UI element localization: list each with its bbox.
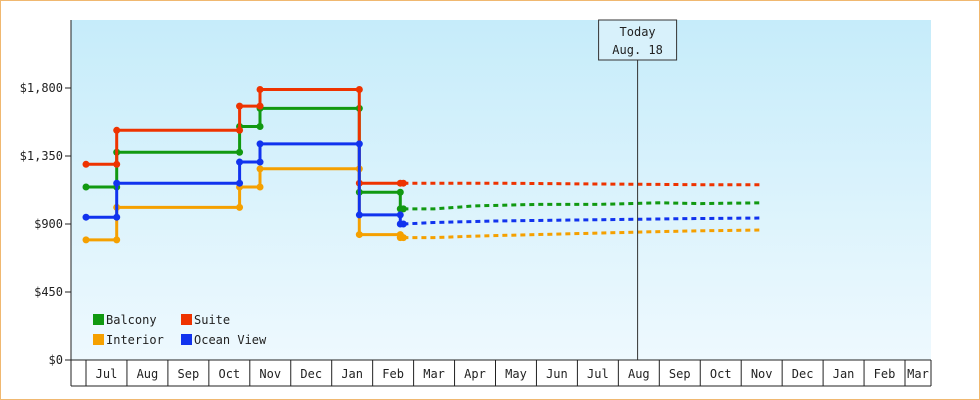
data-point: [113, 236, 121, 244]
x-tick-label: Feb: [382, 367, 404, 381]
data-point: [236, 179, 244, 187]
data-point: [399, 234, 407, 242]
x-tick-label: Mar: [907, 367, 929, 381]
data-point: [355, 86, 363, 94]
x-tick-label: Mar: [423, 367, 445, 381]
x-tick-label: Jan: [341, 367, 363, 381]
data-point: [256, 102, 264, 110]
data-point: [399, 179, 407, 187]
legend: Balcony Suite Interior Ocean View: [93, 313, 267, 347]
legend-item: Interior: [93, 333, 164, 347]
data-point: [113, 179, 121, 187]
x-tick-label: Oct: [710, 367, 732, 381]
series-suite: [82, 86, 762, 187]
data-point: [396, 211, 404, 219]
x-tick-label: Apr: [464, 367, 486, 381]
series-ocean-view: [82, 140, 762, 228]
series-forecast-line: [403, 228, 762, 240]
data-point: [399, 205, 407, 213]
x-tick-label: Aug: [137, 367, 159, 381]
data-point: [113, 126, 121, 134]
data-point: [236, 102, 244, 110]
data-point: [236, 158, 244, 166]
y-tick-label: $450: [34, 285, 63, 299]
data-point: [256, 86, 264, 94]
data-point: [236, 203, 244, 211]
legend-label: Suite: [194, 313, 230, 327]
data-point: [256, 158, 264, 166]
x-tick-label: Nov: [259, 367, 281, 381]
y-axis: $0 $450 $900 $1,350 $1,800: [20, 20, 72, 386]
y-tick-label: $900: [34, 217, 63, 231]
data-point: [82, 213, 90, 221]
data-point: [355, 211, 363, 219]
series-forecast-line: [403, 216, 762, 226]
plot-background: [71, 20, 931, 360]
x-tick-label: Jul: [587, 367, 609, 381]
x-tick-label: May: [505, 367, 527, 381]
x-tick-label: Sep: [669, 367, 691, 381]
x-axis: Jul Aug Sep Oct Nov Dec Jan Feb Mar Apr May Jun Jul A…: [71, 359, 932, 387]
data-point: [355, 140, 363, 148]
data-point: [399, 220, 407, 228]
data-point: [82, 160, 90, 168]
x-tick-label: Dec: [300, 367, 322, 381]
x-tick-label: Jan: [833, 367, 855, 381]
legend-label: Balcony: [106, 313, 157, 327]
data-point: [236, 126, 244, 134]
data-point: [236, 148, 244, 156]
legend-swatch: [181, 334, 192, 345]
series-layer: [82, 86, 762, 244]
data-point: [256, 123, 264, 131]
today-date: Aug. 18: [612, 43, 663, 57]
today-label: Today: [620, 25, 656, 39]
data-point: [256, 183, 264, 191]
x-tick-label: Dec: [792, 367, 814, 381]
data-point: [82, 183, 90, 191]
legend-item: Suite: [181, 313, 230, 327]
legend-swatch: [93, 334, 104, 345]
data-point: [82, 236, 90, 244]
data-point: [256, 140, 264, 148]
x-tick-label: Oct: [218, 367, 240, 381]
series-forecast-line: [403, 181, 762, 187]
today-box: [598, 19, 678, 61]
legend-item: Balcony: [93, 313, 157, 327]
y-tick-label: $0: [49, 353, 63, 367]
legend-swatch: [181, 314, 192, 325]
today-marker: Today Aug. 18: [598, 19, 678, 360]
series-forecast-line: [403, 201, 762, 211]
legend-swatch: [93, 314, 104, 325]
data-point: [396, 188, 404, 196]
x-tick-label: Jun: [546, 367, 568, 381]
legend-label: Ocean View: [194, 333, 267, 347]
data-point: [113, 213, 121, 221]
x-tick-label: Jul: [96, 367, 118, 381]
data-point: [355, 231, 363, 239]
x-tick-label: Sep: [178, 367, 200, 381]
data-point: [113, 160, 121, 168]
y-tick-label: $1,800: [20, 81, 63, 95]
data-point: [256, 165, 264, 173]
y-tick-label: $1,350: [20, 149, 63, 163]
x-tick-label: Aug: [628, 367, 650, 381]
legend-label: Interior: [106, 333, 164, 347]
x-tick-label: Nov: [751, 367, 773, 381]
legend-item: Ocean View: [181, 333, 267, 347]
x-tick-label: Feb: [874, 367, 896, 381]
